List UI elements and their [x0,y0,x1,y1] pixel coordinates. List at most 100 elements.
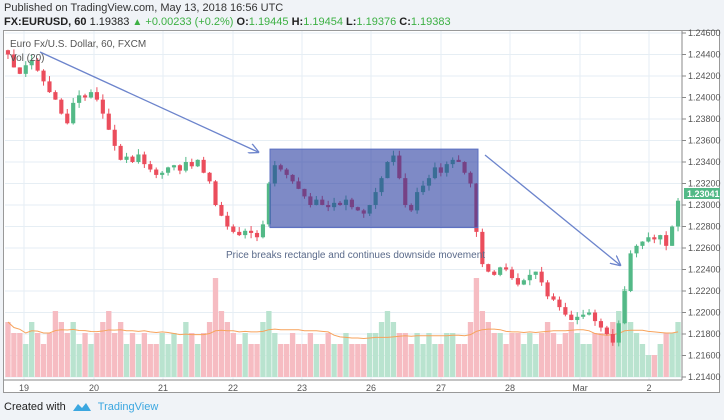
volume-bar [177,344,183,377]
candle-body [266,183,271,225]
y-tick-label: 1.22800 [688,222,721,232]
x-tick-label: 20 [89,383,99,393]
candle-body [646,237,651,242]
candle-body [23,65,28,74]
candle-body [219,205,224,216]
candle-body [658,235,663,240]
candle-body [171,165,177,168]
candle-body [47,81,52,93]
annotation-arrow-2[interactable] [484,154,620,265]
candle-body [237,231,242,236]
symbol: FX:EURUSD, 60 [4,16,87,28]
volume-bar [272,333,278,377]
volume-bar [117,322,124,377]
y-tick-label: 1.24400 [688,50,721,60]
candle-body [213,181,218,205]
volume-bar [64,333,70,377]
volume-bar [331,344,337,377]
candle-body [616,323,621,343]
candle-body [260,224,266,238]
x-tick-label: 19 [19,383,29,393]
volume-bar [515,333,521,377]
tradingview-link[interactable]: TradingView [97,401,159,413]
volume-bar [313,344,319,377]
volume-bar [627,322,634,377]
candle-body [231,226,236,232]
y-tick-label: 1.24200 [688,71,721,81]
volume-bar [200,333,207,377]
candle-body [77,95,82,103]
volume-bar [123,344,130,377]
volume-bar [420,344,426,377]
volume-bar [604,333,610,377]
footer: Created with TradingView [4,401,158,413]
tradingview-logo-icon [72,403,91,411]
volume-bar [295,344,302,377]
candle-body [492,271,497,275]
last-price: 1.19383 [89,16,130,28]
candle-body [88,92,94,98]
volume-bar [497,333,503,377]
candle-body [664,235,669,246]
y-tick-label: 1.23200 [688,179,721,189]
x-tick-label: 26 [366,383,376,393]
volume-bar [112,333,118,377]
annotation-rectangle[interactable] [269,148,479,229]
candle-body [515,278,521,285]
volume-bar [17,333,23,377]
volume-bar [455,344,462,377]
last-price-badge [684,188,720,199]
volume-bar [260,322,266,377]
volume-bar [224,322,231,377]
price-chart[interactable]: Price breaks rectangle and continues dow… [0,0,724,400]
volume-bar [450,333,456,377]
volume-bar [58,322,65,377]
volume-bar [153,344,159,377]
candle-body [207,172,212,182]
x-tick-label: 23 [297,383,307,393]
candle-body [195,159,200,167]
annotation-text: Price breaks rectangle and continues dow… [226,250,485,261]
published-line: Published on TradingView.com, May 13, 20… [4,2,284,14]
volume-bar [319,344,325,377]
candle-body [154,169,159,175]
candle-body [521,280,526,285]
volume-bar [283,344,290,377]
volume-bar [135,344,142,377]
volume-bar [236,344,242,377]
volume-bar [675,322,681,377]
candle-body [130,156,135,162]
candle-body [610,334,615,343]
candle-body [670,226,675,246]
volume-bar [307,333,314,377]
volume-bar [378,322,385,377]
candle-body [41,70,46,82]
candle-body [480,231,485,265]
y-tick-label: 1.23000 [688,200,721,210]
volume-bar [521,344,527,377]
candle-body [254,232,260,238]
volume-bar [218,311,225,377]
volume-bar [633,333,640,377]
volume-ma-line [7,321,679,340]
candle-body [243,230,248,236]
symbol-line: FX:EURUSD, 60 1.19383 ▲ +0.00233 (+0.2%)… [4,16,451,28]
y-tick-label: 1.23800 [688,114,721,124]
candle-body [201,159,206,173]
annotation-arrow-1[interactable] [39,51,258,152]
volume-bar [141,333,148,377]
candle-body [136,154,141,162]
candle-body [652,237,657,240]
volume-bar [278,344,284,377]
candle-body [65,113,70,124]
volume-bar [94,333,100,377]
volume-bar [183,322,189,377]
volume-bar [592,333,598,377]
volume-bar [544,322,551,377]
volume-bar [610,322,616,377]
candle-body [225,215,230,227]
y-tick-label: 1.24600 [688,28,721,38]
candle-body [551,296,556,300]
candle-body [59,99,64,114]
candle-body [106,113,111,130]
